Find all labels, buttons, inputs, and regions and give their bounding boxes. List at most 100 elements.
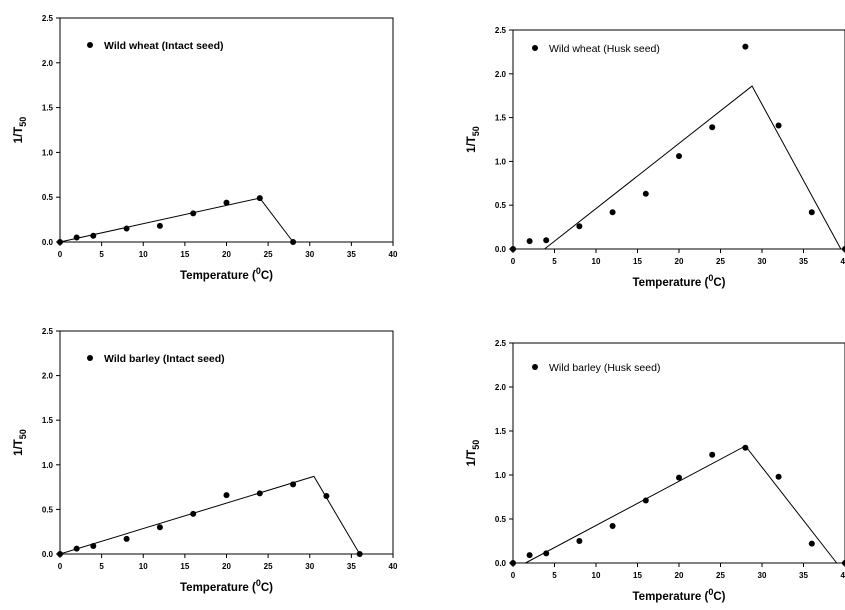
x-tick-label: 40 bbox=[389, 250, 398, 259]
data-point bbox=[709, 451, 716, 458]
y-tick-label: 0.5 bbox=[42, 193, 54, 202]
data-point bbox=[576, 223, 583, 230]
data-point bbox=[156, 524, 163, 531]
x-axis-label-superscript: 0 bbox=[256, 266, 261, 276]
x-tick-label: 10 bbox=[139, 250, 148, 259]
data-point bbox=[576, 538, 583, 544]
legend-label: Wild barley (Husk seed) bbox=[549, 362, 660, 374]
data-point bbox=[808, 209, 815, 216]
y-axis-label-subscript: 50 bbox=[18, 429, 28, 439]
x-axis-label-superscript: 0 bbox=[256, 578, 261, 588]
y-tick-label: 0.0 bbox=[42, 238, 54, 247]
data-point bbox=[123, 225, 130, 232]
data-point bbox=[842, 246, 845, 252]
x-axis-label: Temperature (0C) bbox=[633, 587, 726, 603]
y-tick-label: 1.5 bbox=[42, 416, 54, 425]
data-point bbox=[73, 234, 80, 241]
data-point bbox=[256, 195, 263, 202]
y-tick-label: 1.5 bbox=[42, 104, 54, 113]
data-point bbox=[609, 209, 616, 216]
x-tick-label: 30 bbox=[758, 257, 767, 266]
y-axis-label-text: 1/T bbox=[466, 450, 478, 467]
x-tick-label: 15 bbox=[180, 250, 189, 259]
data-point bbox=[642, 497, 649, 504]
legend-marker bbox=[532, 364, 538, 370]
data-point bbox=[526, 238, 533, 245]
x-tick-label: 25 bbox=[716, 571, 725, 580]
data-point bbox=[90, 542, 97, 549]
x-tick-label: 15 bbox=[633, 257, 642, 266]
data-point bbox=[742, 444, 749, 451]
x-tick-label: 25 bbox=[716, 257, 725, 266]
x-tick-label: 40 bbox=[389, 562, 398, 571]
x-tick-label: 0 bbox=[511, 257, 516, 266]
x-tick-label: 5 bbox=[552, 571, 557, 580]
x-tick-label: 35 bbox=[347, 562, 356, 571]
x-tick-label: 0 bbox=[58, 250, 63, 259]
data-point bbox=[742, 43, 749, 50]
x-axis-label-text: Temperature ( bbox=[180, 270, 256, 282]
y-axis-label-subscript: 50 bbox=[471, 126, 481, 136]
x-tick-label: 25 bbox=[264, 562, 273, 571]
x-tick-label: 20 bbox=[222, 250, 231, 259]
data-point bbox=[842, 560, 845, 566]
y-tick-label: 1.0 bbox=[495, 157, 507, 166]
y-tick-label: 0.0 bbox=[495, 245, 507, 254]
data-point bbox=[156, 222, 163, 229]
y-tick-label: 1.5 bbox=[495, 427, 507, 436]
x-tick-label: 30 bbox=[758, 571, 767, 580]
y-axis-label: 1/T50 bbox=[13, 429, 28, 456]
y-tick-label: 2.5 bbox=[42, 327, 54, 336]
chart-panel-3: 0 5 10 15 20 25 30 35 40 0.0 0.5 1.0 1.5 2.0 2.5 Temper… bbox=[13, 327, 398, 594]
data-point bbox=[543, 237, 550, 244]
data-point bbox=[73, 545, 80, 552]
x-tick-label: 15 bbox=[180, 562, 189, 571]
x-tick-label: 10 bbox=[592, 257, 601, 266]
data-point bbox=[323, 493, 330, 500]
y-axis-label-text: 1/T bbox=[13, 127, 25, 144]
x-tick-label: 40 bbox=[841, 571, 845, 580]
legend-marker bbox=[87, 42, 93, 48]
y-tick-label: 2.5 bbox=[42, 14, 54, 23]
fit-line bbox=[59, 475, 361, 555]
data-point bbox=[775, 473, 782, 480]
y-tick-label: 0.5 bbox=[495, 201, 507, 210]
data-point bbox=[543, 550, 550, 557]
y-axis-label-subscript: 50 bbox=[471, 440, 481, 450]
chart-panel-4: 0 5 10 15 20 25 30 35 40 0.0 0.5 1.0 1.5 2.0 2.5 Temper… bbox=[466, 339, 845, 603]
data-point bbox=[808, 540, 815, 547]
x-axis-label-text: Temperature ( bbox=[633, 591, 709, 603]
data-point bbox=[510, 246, 516, 252]
y-tick-label: 1.0 bbox=[42, 148, 54, 157]
y-tick-label: 2.0 bbox=[42, 372, 54, 381]
data-point bbox=[290, 239, 297, 245]
x-tick-label: 0 bbox=[511, 571, 516, 580]
y-axis-label: 1/T50 bbox=[466, 440, 481, 467]
data-point bbox=[526, 552, 533, 559]
x-axis-label-unit: C) bbox=[261, 582, 273, 594]
y-axis-label: 1/T50 bbox=[466, 126, 481, 153]
x-axis-label-superscript: 0 bbox=[708, 273, 713, 283]
data-point bbox=[123, 535, 130, 542]
legend-label: Wild wheat (Husk seed) bbox=[549, 43, 660, 55]
y-axis-label-text: 1/T bbox=[466, 136, 478, 153]
x-tick-label: 15 bbox=[633, 571, 642, 580]
x-axis-label-text: Temperature ( bbox=[180, 582, 256, 594]
data-point bbox=[190, 210, 197, 217]
x-axis-label-unit: C) bbox=[713, 591, 725, 603]
y-tick-label: 1.0 bbox=[42, 461, 54, 470]
data-point bbox=[57, 551, 63, 557]
x-tick-label: 35 bbox=[347, 250, 356, 259]
x-tick-label: 10 bbox=[592, 571, 601, 580]
fit-line bbox=[525, 445, 838, 564]
y-tick-label: 1.0 bbox=[495, 471, 507, 480]
data-point bbox=[609, 523, 616, 530]
x-axis-label-unit: C) bbox=[261, 270, 273, 282]
data-point bbox=[256, 490, 263, 497]
x-tick-label: 0 bbox=[58, 562, 63, 571]
data-point bbox=[290, 481, 297, 488]
x-tick-label: 5 bbox=[552, 257, 557, 266]
x-tick-label: 5 bbox=[99, 562, 104, 571]
data-point bbox=[709, 124, 716, 131]
data-point bbox=[356, 551, 363, 557]
